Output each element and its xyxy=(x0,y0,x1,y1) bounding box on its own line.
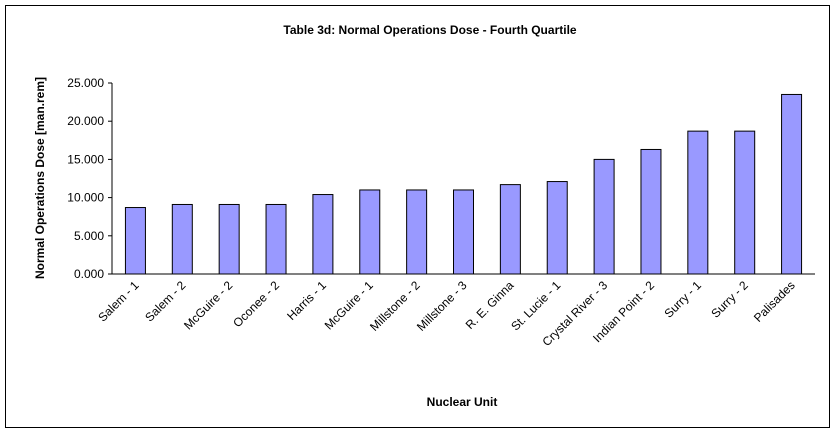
y-tick-label: 25.000 xyxy=(67,76,104,90)
y-tick-label: 5.000 xyxy=(74,229,104,243)
bar xyxy=(546,181,568,275)
bar xyxy=(265,203,287,275)
bar xyxy=(171,203,193,275)
y-tick-label: 10.000 xyxy=(67,191,104,205)
bar xyxy=(640,148,662,275)
y-tick-label: 15.000 xyxy=(67,152,104,166)
bar xyxy=(406,189,428,275)
chart-title: Table 3d: Normal Operations Dose - Fourt… xyxy=(283,23,576,37)
bar xyxy=(593,158,615,275)
bar xyxy=(312,194,334,275)
bar xyxy=(453,189,474,275)
bar xyxy=(218,203,240,275)
y-axis-label: Normal Operations Dose [man.rem] xyxy=(33,77,47,279)
y-tick-label: 0.000 xyxy=(74,267,104,281)
bar xyxy=(124,207,146,275)
bar xyxy=(687,130,709,275)
bar xyxy=(734,130,756,275)
x-axis-label: Nuclear Unit xyxy=(427,395,498,409)
bar xyxy=(781,93,803,275)
bar xyxy=(359,189,381,275)
bar xyxy=(499,184,521,275)
y-tick-label: 20.000 xyxy=(67,114,104,128)
